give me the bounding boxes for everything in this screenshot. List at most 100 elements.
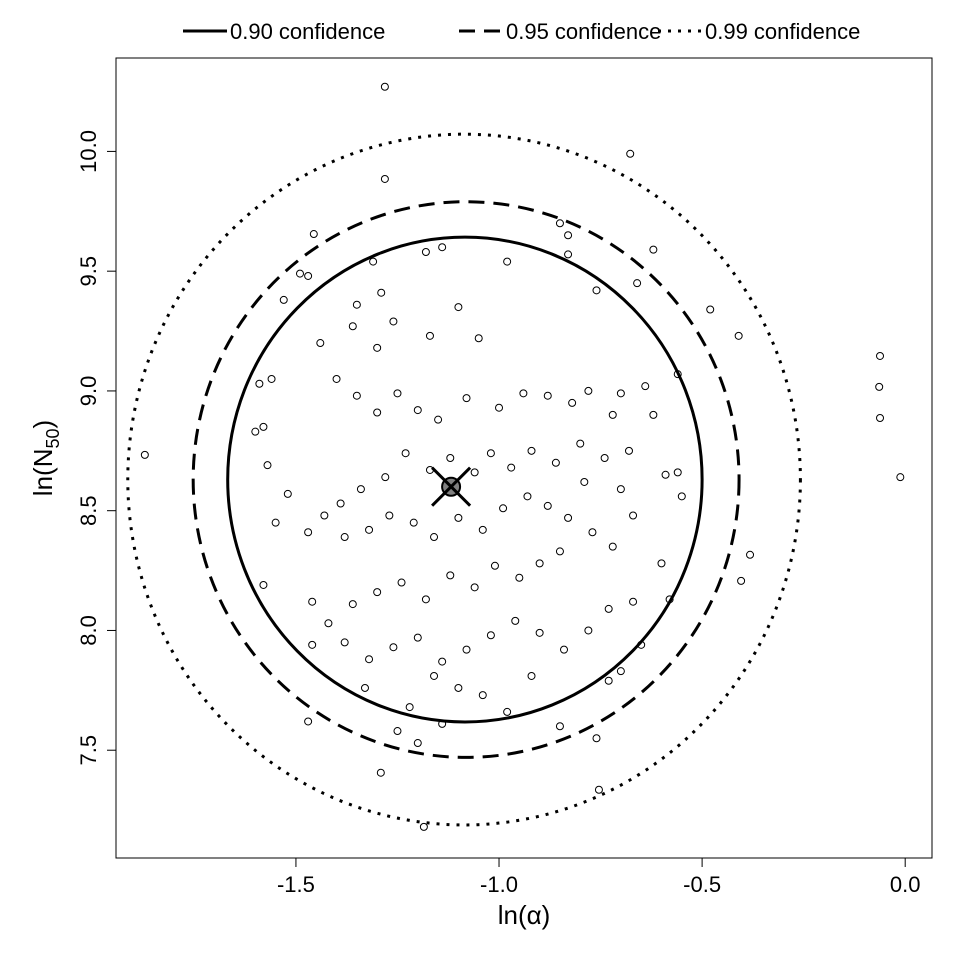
data-point <box>649 410 658 419</box>
data-point <box>535 559 544 568</box>
data-point <box>446 454 455 462</box>
x-axis: -1.5 -1.0 -0.5 0.0 <box>277 858 921 897</box>
x-axis-label: ln(α) <box>498 900 551 930</box>
data-point <box>478 525 487 534</box>
data-point <box>377 288 386 297</box>
y-tick-label: 9.0 <box>76 376 101 407</box>
data-point <box>626 149 635 158</box>
data-point <box>503 257 512 266</box>
data-point <box>474 334 483 343</box>
data-point <box>369 257 378 266</box>
data-point <box>438 243 447 252</box>
data-point <box>515 573 524 582</box>
data-point <box>413 406 422 415</box>
data-point <box>259 422 268 431</box>
data-point <box>309 230 318 239</box>
x-tick-label: -1.5 <box>277 872 315 897</box>
data-point <box>584 386 593 395</box>
data-point <box>592 286 601 295</box>
data-point <box>608 542 617 551</box>
data-point <box>304 271 313 280</box>
data-point <box>340 638 349 647</box>
confidence-region-0.99 <box>126 132 802 827</box>
x-tick-label: 0.0 <box>890 872 921 897</box>
x-tick-label: -0.5 <box>683 872 721 897</box>
data-point <box>279 295 288 304</box>
data-point <box>430 533 439 542</box>
data-point <box>564 231 573 240</box>
data-point <box>649 245 658 254</box>
data-point <box>413 739 422 748</box>
data-point <box>604 604 613 613</box>
data-point <box>381 473 390 482</box>
data-point <box>470 468 479 477</box>
data-point <box>454 513 463 522</box>
contours-layer <box>126 132 802 827</box>
data-point <box>385 511 394 520</box>
data-point <box>876 414 885 422</box>
data-point <box>421 248 430 257</box>
data-point <box>734 331 743 340</box>
data-point <box>397 578 406 587</box>
data-point <box>499 504 508 513</box>
data-point <box>543 391 552 400</box>
data-point <box>535 628 544 637</box>
point-estimate <box>431 466 472 507</box>
data-point <box>629 597 638 606</box>
data-point <box>405 703 414 712</box>
data-point <box>594 785 603 794</box>
data-point <box>608 410 617 419</box>
data-point <box>356 485 365 494</box>
data-point <box>352 300 361 309</box>
data-point <box>490 561 499 570</box>
data-point <box>340 533 349 542</box>
data-point <box>673 468 682 477</box>
data-point <box>336 499 345 508</box>
data-point <box>304 717 313 726</box>
legend-label: 0.95 confidence <box>506 19 661 44</box>
data-point <box>896 473 905 482</box>
data-point <box>389 643 398 652</box>
data-point <box>564 513 573 522</box>
data-point <box>503 707 512 716</box>
data-point <box>560 645 569 654</box>
y-tick-label: 10.0 <box>76 130 101 173</box>
data-point <box>308 597 317 606</box>
data-point <box>737 576 746 585</box>
data-point <box>365 655 374 664</box>
data-point <box>430 671 439 680</box>
data-point <box>373 408 382 417</box>
confidence-region-0.95 <box>191 200 741 759</box>
data-point <box>633 279 642 288</box>
data-point <box>373 343 382 352</box>
y-tick-label: 7.5 <box>76 735 101 766</box>
plot-frame <box>115 57 933 859</box>
data-point <box>486 449 495 458</box>
data-point <box>365 525 374 534</box>
data-point <box>551 458 560 467</box>
data-point <box>348 600 357 609</box>
data-point <box>263 461 272 470</box>
y-tick-label: 8.0 <box>76 615 101 646</box>
data-point <box>255 379 264 388</box>
data-point <box>348 322 357 331</box>
data-point <box>316 339 325 348</box>
data-point <box>462 645 471 654</box>
data-point <box>409 518 418 527</box>
data-point <box>332 374 341 383</box>
data-point <box>393 727 402 736</box>
data-point <box>604 676 613 685</box>
x-tick-label: -1.0 <box>480 872 518 897</box>
data-point <box>641 382 650 391</box>
data-point <box>616 485 625 494</box>
data-point <box>393 389 402 398</box>
confidence-region-0.9 <box>226 235 704 724</box>
data-point <box>389 317 398 326</box>
data-point <box>454 683 463 692</box>
data-point <box>352 391 361 400</box>
data-point <box>588 528 597 537</box>
data-point <box>706 305 715 314</box>
data-point <box>324 619 333 628</box>
data-point <box>360 683 369 692</box>
y-tick-label: 8.5 <box>76 495 101 526</box>
